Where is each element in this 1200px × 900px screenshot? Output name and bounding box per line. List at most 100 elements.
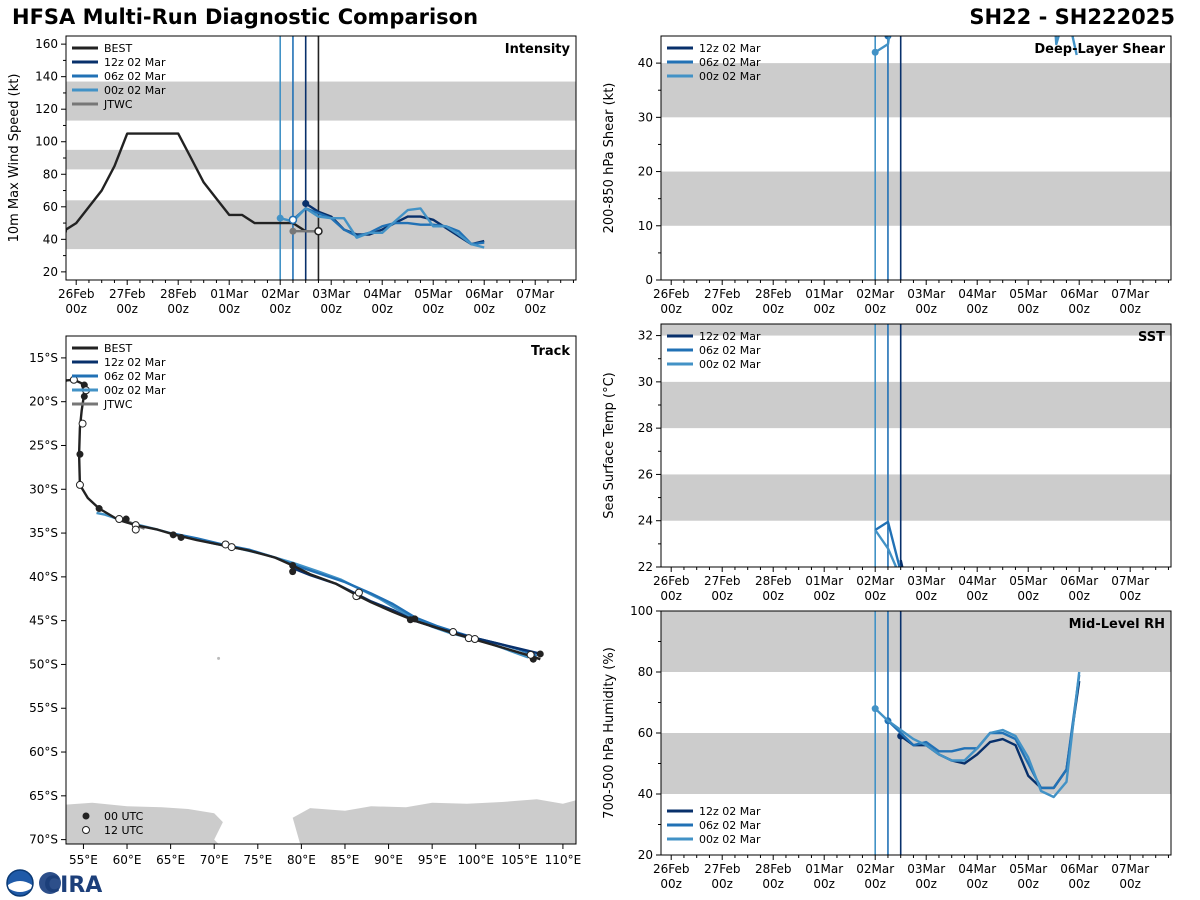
track-marker-00utc <box>289 561 297 569</box>
rh-xtick-hour: 00z <box>1068 877 1090 891</box>
sst-xtick-date: 01Mar <box>805 574 843 588</box>
intensity-xtick-hour: 00z <box>167 302 189 316</box>
shear-xtick-hour: 00z <box>915 302 937 316</box>
track-marker-12utc <box>470 635 479 644</box>
cira-logo-text: CIRA <box>44 873 102 898</box>
sst-band-0 <box>661 474 1171 521</box>
shear-xtick-hour: 00z <box>966 302 988 316</box>
figure-title: HFSA Multi-Run Diagnostic Comparison <box>12 5 479 29</box>
shear-ytick-label: 0 <box>645 273 653 287</box>
track-marker-12utc <box>449 628 458 637</box>
track-marker-12utc <box>526 650 535 659</box>
legend-label-best: BEST <box>104 42 132 55</box>
track-ytick-label: 40°S <box>29 570 58 584</box>
panel-intensity: 2040608010012014016026Feb00z27Feb00z28Fe… <box>7 35 577 316</box>
intensity-title: Intensity <box>505 42 571 57</box>
sst-xtick-hour: 00z <box>966 589 988 603</box>
rh-ytick-label: 40 <box>638 787 653 801</box>
intensity-xtick-date: 03Mar <box>312 287 350 301</box>
intensity-ytick-label: 20 <box>43 265 58 279</box>
track-ytick-label: 55°S <box>29 701 58 715</box>
antarctica-land-1 <box>292 799 576 844</box>
sst-plot-area <box>661 324 1171 567</box>
rh-ylabel: 700-500 hPa Humidity (%) <box>602 647 617 819</box>
track-ytick-label: 50°S <box>29 657 58 671</box>
track-marker-12utc <box>227 543 236 552</box>
sst-xtick-hour: 00z <box>915 589 937 603</box>
intensity-series-00z-02-mar <box>279 207 485 249</box>
rh-start-point-00z-02-mar <box>871 705 879 713</box>
intensity-series-06z-02-mar <box>292 207 485 246</box>
track-ytick-label: 15°S <box>29 351 58 365</box>
legend-label-12z-02-mar: 12z 02 Mar <box>104 356 166 369</box>
rh-xtick-hour: 00z <box>1017 877 1039 891</box>
sst-xtick-hour: 00z <box>660 589 682 603</box>
sst-ytick-label: 22 <box>638 560 653 574</box>
rh-xtick-date: 01Mar <box>805 862 843 876</box>
legend-marker-00utc <box>82 812 90 820</box>
shear-xtick-hour: 00z <box>1068 302 1090 316</box>
noaa-cira-logo: CIRA <box>6 869 102 898</box>
intensity-xtick-hour: 00z <box>269 302 291 316</box>
intensity-xtick-hour: 00z <box>218 302 240 316</box>
sst-ylabel: Sea Surface Temp (°C) <box>602 372 617 519</box>
track-ytick-label: 20°S <box>29 395 58 409</box>
shear-xtick-date: 27Feb <box>704 287 741 301</box>
rh-xtick-hour: 00z <box>660 877 682 891</box>
sst-xtick-date: 28Feb <box>755 574 792 588</box>
track-xtick-label: 105°E <box>501 853 538 867</box>
shear-xtick-hour: 00z <box>1119 302 1141 316</box>
intensity-xtick-date: 02Mar <box>261 287 299 301</box>
sst-xtick-date: 03Mar <box>907 574 945 588</box>
rh-plot-area <box>661 611 1171 855</box>
intensity-plot-area <box>66 36 576 280</box>
shear-ytick-label: 40 <box>638 56 653 70</box>
rh-xtick-hour: 00z <box>864 877 886 891</box>
legend-label-12z-02-mar: 12z 02 Mar <box>699 805 761 818</box>
legend-label-12z-02-mar: 12z 02 Mar <box>699 330 761 343</box>
sst-xtick-date: 06Mar <box>1060 574 1098 588</box>
track-ytick-label: 60°S <box>29 745 58 759</box>
antarctica-land-0 <box>66 802 223 844</box>
track-title: Track <box>531 344 570 359</box>
track-marker-00utc <box>122 515 130 523</box>
legend-label-00z-02-mar: 00z 02 Mar <box>699 833 761 846</box>
shear-xtick-date: 04Mar <box>958 287 996 301</box>
sst-band-2 <box>661 324 1171 336</box>
intensity-xtick-date: 27Feb <box>109 287 146 301</box>
track-xtick-label: 65°E <box>156 853 185 867</box>
legend-label-12z-02-mar: 12z 02 Mar <box>104 56 166 69</box>
shear-xtick-hour: 00z <box>762 302 784 316</box>
rh-xtick-hour: 00z <box>813 877 835 891</box>
shear-ytick-label: 20 <box>638 165 653 179</box>
legend-label-06z-02-mar: 06z 02 Mar <box>104 370 166 383</box>
sst-ytick-label: 32 <box>638 329 653 343</box>
intensity-xtick-hour: 00z <box>371 302 393 316</box>
intensity-xtick-date: 26Feb <box>58 287 95 301</box>
noaa-bird-icon <box>8 881 32 892</box>
shear-ylabel: 200-850 hPa Shear (kt) <box>602 83 617 234</box>
track-xtick-label: 95°E <box>418 853 447 867</box>
track-xtick-label: 75°E <box>243 853 272 867</box>
rh-series-00z-02-mar <box>874 671 1081 799</box>
sst-frame <box>660 323 1172 568</box>
legend-label-06z-02-mar: 06z 02 Mar <box>699 56 761 69</box>
sst-xtick-date: 04Mar <box>958 574 996 588</box>
intensity-band-1 <box>66 149 576 170</box>
rh-ytick-label: 100 <box>630 604 653 618</box>
rh-title: Mid-Level RH <box>1069 617 1165 632</box>
cira-globe-icon <box>39 872 61 894</box>
storm-id: SH22 - SH222025 <box>969 5 1175 29</box>
track-marker-00utc <box>536 650 544 658</box>
shear-start-point-12z-02-mar <box>897 27 904 34</box>
track-xtick-label: 55°E <box>69 853 98 867</box>
intensity-band-0 <box>66 200 576 250</box>
track-marker-00utc <box>80 392 88 400</box>
intensity-xtick-hour: 00z <box>116 302 138 316</box>
intensity-marker-best-end <box>314 226 323 236</box>
shear-xtick-date: 28Feb <box>755 287 792 301</box>
legend-label-00z-02-mar: 00z 02 Mar <box>699 70 761 83</box>
track-xtick-label: 90°E <box>374 853 403 867</box>
track-ytick-label: 25°S <box>29 438 58 452</box>
